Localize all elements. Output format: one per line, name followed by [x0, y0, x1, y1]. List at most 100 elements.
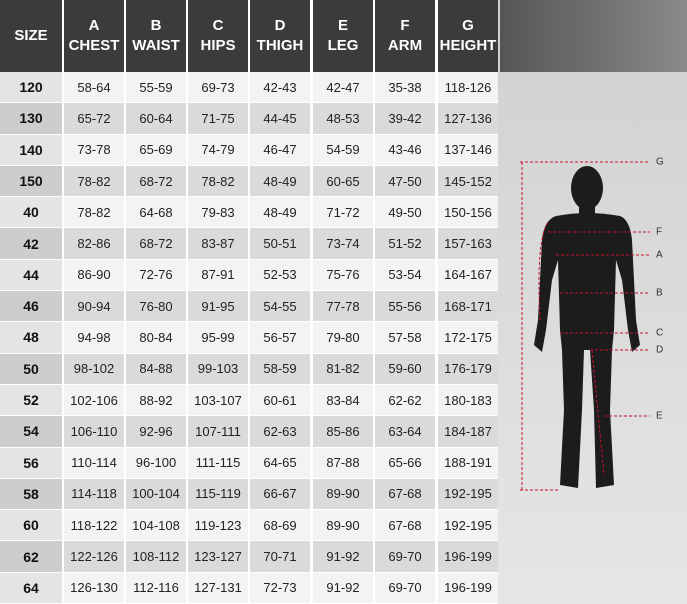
value-cell: 72-76: [126, 259, 186, 291]
value-cell: 79-83: [188, 197, 248, 228]
measurement: 192-195: [444, 517, 492, 533]
header-size: SIZE: [14, 27, 48, 44]
measurement: 115-119: [195, 486, 241, 502]
value-cell: 52-53: [250, 259, 310, 291]
header-cell: SIZE: [0, 0, 62, 72]
measurement: 196-199: [444, 549, 492, 565]
value-cell: 78-82: [64, 197, 124, 228]
measurement: 72-73: [263, 580, 297, 596]
value-cell: 64-65: [250, 447, 310, 478]
header-cell: F ARM: [375, 0, 435, 72]
value-cell: 68-72: [126, 165, 186, 197]
measurement: 66-67: [263, 486, 297, 502]
measurement: 118-122: [70, 517, 118, 533]
column-label: LEG: [327, 37, 359, 54]
value-cell: 79-80: [313, 322, 373, 353]
measurement: 39-42: [388, 110, 422, 126]
value-cell: 78-82: [64, 165, 124, 197]
measurement: 150-156: [444, 204, 492, 220]
value-cell: 102-106: [64, 384, 124, 416]
value-cell: 46-47: [250, 134, 310, 165]
measurement: 63-64: [388, 423, 422, 439]
value-cell: 48-49: [250, 197, 310, 228]
column-letter: D: [274, 17, 286, 34]
measurement: 42-47: [326, 79, 360, 95]
measurement: 90-94: [77, 298, 111, 314]
value-cell: 55-56: [375, 291, 435, 322]
size-cell: 64: [0, 572, 62, 603]
size-cell: 40: [0, 197, 62, 228]
size: 42: [23, 235, 39, 252]
value-cell: 68-69: [250, 510, 310, 541]
value-cell: 65-69: [126, 134, 186, 165]
measurement: 188-191: [444, 455, 492, 471]
header-cell: D THIGH: [250, 0, 310, 72]
value-cell: 157-163: [438, 228, 498, 259]
value-cell: 126-130: [64, 572, 124, 603]
size-cell: 46: [0, 291, 62, 322]
size-cell: 120: [0, 72, 62, 103]
size-cell: 56: [0, 447, 62, 478]
value-cell: 89-90: [313, 510, 373, 541]
size-cell: 150: [0, 165, 62, 197]
value-cell: 114-118: [64, 478, 124, 510]
value-cell: 196-199: [438, 572, 498, 603]
column-letter: F: [400, 17, 410, 34]
measurement: 58-59: [263, 361, 297, 377]
value-cell: 172-175: [438, 322, 498, 353]
value-cell: 88-92: [126, 384, 186, 416]
value-cell: 91-92: [313, 572, 373, 603]
measurement: 58-64: [77, 79, 111, 95]
measurement: 94-98: [77, 329, 111, 345]
measure-label: E: [656, 411, 663, 422]
measurement: 110-114: [71, 455, 117, 471]
column-label: HEIGHT: [439, 37, 497, 54]
measurement: 43-46: [388, 142, 422, 158]
value-cell: 192-195: [438, 478, 498, 510]
measurement: 70-71: [263, 549, 297, 565]
measurement: 62-63: [263, 423, 297, 439]
measurement: 51-52: [388, 236, 422, 252]
column-letter: C: [212, 17, 224, 34]
measurement: 88-92: [139, 392, 173, 408]
panel-header: [500, 0, 687, 72]
measurement: 145-152: [444, 173, 492, 189]
measurement: 184-187: [444, 423, 492, 439]
value-cell: 60-65: [313, 165, 373, 197]
column-label: CHEST: [68, 37, 120, 54]
size: 46: [23, 298, 39, 315]
value-cell: 89-90: [313, 478, 373, 510]
measurement: 73-78: [77, 142, 111, 158]
value-cell: 108-112: [126, 541, 186, 572]
measurement: 81-82: [326, 361, 360, 377]
value-cell: 137-146: [438, 134, 498, 165]
size: 44: [23, 266, 39, 283]
value-cell: 76-80: [126, 291, 186, 322]
size: 48: [23, 329, 39, 346]
value-cell: 67-68: [375, 478, 435, 510]
value-cell: 80-84: [126, 322, 186, 353]
measurement: 69-73: [201, 79, 235, 95]
measurement: 100-104: [132, 486, 180, 502]
measure-label: D: [656, 345, 663, 356]
size-cell: 50: [0, 353, 62, 384]
value-cell: 103-107: [188, 384, 248, 416]
value-cell: 64-68: [126, 197, 186, 228]
measurement: 176-179: [444, 361, 492, 377]
measurement: 48-49: [263, 204, 297, 220]
measure-label: A: [656, 250, 663, 261]
value-cell: 107-111: [188, 416, 248, 447]
measurement: 68-72: [139, 173, 173, 189]
value-cell: 60-64: [126, 103, 186, 134]
size: 120: [19, 79, 43, 96]
size: 140: [19, 141, 43, 158]
value-cell: 73-74: [313, 228, 373, 259]
header-cell: A CHEST: [64, 0, 124, 72]
value-cell: 188-191: [438, 447, 498, 478]
value-cell: 71-72: [313, 197, 373, 228]
measurement: 60-65: [326, 173, 360, 189]
measurement: 89-90: [326, 517, 360, 533]
measurement: 68-69: [263, 517, 297, 533]
measurement: 79-83: [201, 204, 235, 220]
